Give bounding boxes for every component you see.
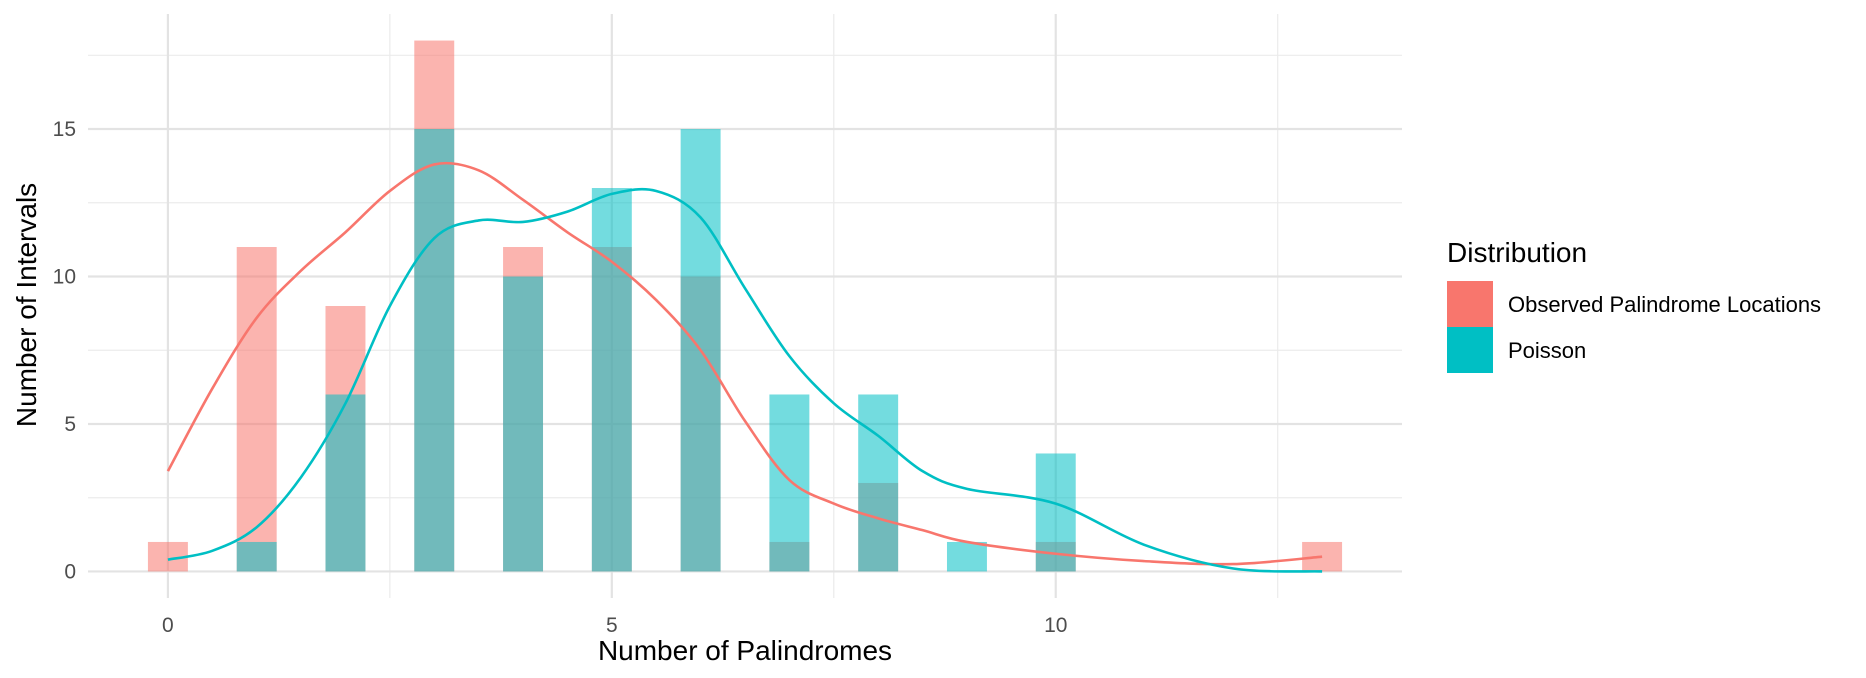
minor-gridlines [88, 14, 1402, 598]
major-gridlines [88, 14, 1402, 598]
y-tick-label: 15 [53, 118, 76, 141]
legend: Distribution Observed Palindrome Locatio… [1447, 237, 1821, 373]
poisson-bars [236, 129, 1076, 572]
legend-swatch-poisson [1447, 327, 1493, 373]
y-axis-title: Number of Intervals [11, 183, 42, 427]
poisson-bar [858, 394, 899, 572]
y-tick-label: 5 [64, 413, 76, 436]
x-tick-labels: 0 5 10 [162, 614, 1067, 637]
y-tick-labels: 0 5 10 15 [53, 118, 76, 583]
legend-label-observed: Observed Palindrome Locations [1508, 292, 1821, 317]
poisson-bar [236, 541, 277, 572]
x-axis-title: Number of Palindromes [598, 635, 892, 666]
poisson-bar [325, 394, 366, 572]
legend-label-poisson: Poisson [1508, 338, 1586, 363]
observed-density-line [166, 161, 1323, 566]
poisson-bar [769, 394, 810, 572]
observed-bar [236, 247, 277, 572]
observed-bar [1302, 541, 1343, 572]
poisson-bar [591, 188, 632, 572]
poisson-bar [946, 541, 987, 572]
y-tick-label: 10 [53, 266, 76, 289]
poisson-bar [503, 276, 544, 572]
poisson-density-line [167, 187, 1323, 573]
legend-title: Distribution [1447, 237, 1587, 268]
x-tick-label: 5 [606, 614, 618, 637]
x-tick-label: 10 [1044, 614, 1067, 637]
legend-swatch-observed [1447, 281, 1493, 327]
poisson-bar [414, 129, 455, 572]
x-tick-label: 0 [162, 614, 174, 637]
density-curves [166, 161, 1323, 573]
y-tick-label: 0 [64, 560, 76, 583]
